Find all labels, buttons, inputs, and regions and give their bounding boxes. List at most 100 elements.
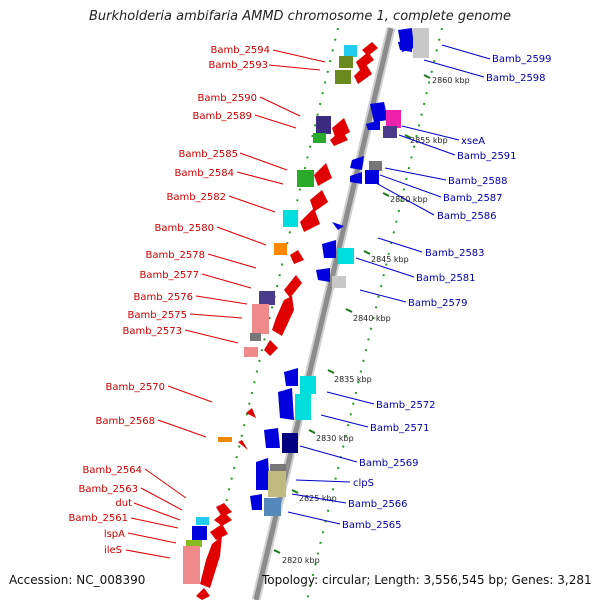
gene-box <box>192 526 207 540</box>
gene-box <box>297 170 314 187</box>
gene-label: Bamb_2565 <box>342 520 402 531</box>
gene-arrow <box>238 440 248 450</box>
gene-box <box>344 45 357 57</box>
gene-label: Bamb_2593 <box>208 60 268 71</box>
gene-label: ileS <box>104 545 122 556</box>
gene-label: dut <box>115 498 132 509</box>
gene-label: Bamb_2594 <box>210 45 270 56</box>
gene-box <box>264 498 281 516</box>
gene-box <box>270 464 286 472</box>
gene-label: Bamb_2563 <box>78 484 138 495</box>
forward-strand-genes <box>250 28 429 516</box>
tick-label: 2820 kbp <box>282 556 320 565</box>
gene-box <box>383 126 397 138</box>
gene-label: Bamb_2568 <box>95 416 155 427</box>
right-gene-labels: Bamb_2599 Bamb_2598 xseA Bamb_2591 Bamb_… <box>287 44 552 531</box>
gene-arrow <box>316 268 330 282</box>
map-title: Burkholderia ambifaria AMMD chromosome 1… <box>88 9 512 24</box>
gene-box <box>332 276 346 288</box>
gene-box <box>369 161 382 171</box>
gene-label: Bamb_2570 <box>105 382 165 393</box>
gene-arrow <box>350 156 364 170</box>
tick-label: 2855 kbp <box>410 136 448 145</box>
gene-arrow <box>332 222 344 230</box>
gene-box <box>335 70 351 84</box>
gene-arrow <box>300 208 320 232</box>
gene-label: Bamb_2571 <box>370 423 430 434</box>
gene-arrow <box>314 163 332 186</box>
gene-label: Bamb_2585 <box>178 149 238 160</box>
tick-label: 2840 kbp <box>353 314 391 323</box>
gene-label: Bamb_2579 <box>408 298 468 309</box>
gene-label: Bamb_2587 <box>443 193 503 204</box>
gene-arrow <box>356 52 374 70</box>
tick-label: 2835 kbp <box>334 375 372 384</box>
gene-arrow <box>284 368 298 386</box>
gene-box <box>300 376 316 394</box>
gene-label: Bamb_2582 <box>166 192 226 203</box>
gene-arrow <box>264 428 280 448</box>
reverse-strand-genes <box>183 42 378 600</box>
gene-label: Bamb_2561 <box>68 513 128 524</box>
accession-text: Accession: NC_008390 <box>9 573 146 587</box>
gene-label: Bamb_2577 <box>139 270 199 281</box>
gene-arrow <box>246 408 256 418</box>
gene-box <box>252 304 269 334</box>
gene-box <box>313 133 326 143</box>
gene-arrow <box>250 494 262 510</box>
gene-box <box>218 437 232 442</box>
gene-arrow <box>196 588 210 600</box>
tick-label: 2860 kbp <box>432 76 470 85</box>
gene-label: Bamb_2583 <box>425 248 485 259</box>
gene-arrow <box>354 64 372 84</box>
gene-label: Bamb_2576 <box>133 292 193 303</box>
gene-arrow <box>350 172 362 184</box>
gene-arrow <box>330 130 348 146</box>
gene-label: Bamb_2588 <box>448 176 508 187</box>
gene-arrow <box>216 503 232 517</box>
gene-label: Bamb_2566 <box>348 499 408 510</box>
gene-arrow <box>284 275 302 298</box>
gene-label: Bamb_2569 <box>359 458 419 469</box>
tick-label: 2845 kbp <box>371 255 409 264</box>
gene-label: Bamb_2564 <box>82 465 142 476</box>
gene-label: Bamb_2584 <box>174 168 234 179</box>
gene-box <box>186 540 202 547</box>
gene-arrow <box>272 296 294 336</box>
gene-arrow <box>290 250 304 264</box>
gene-label: Bamb_2573 <box>122 326 182 337</box>
gene-box <box>259 291 275 305</box>
gene-arrow <box>398 40 412 52</box>
genome-summary-text: Topology: circular; Length: 3,556,545 bp… <box>262 573 592 587</box>
gene-arrow <box>264 340 278 356</box>
gene-box <box>183 546 200 584</box>
scale-ticks: 2860 kbp 2855 kbp 2850 kbp 2845 kbp 2840… <box>273 74 470 565</box>
gene-box <box>295 394 311 420</box>
gene-box <box>339 56 353 68</box>
gene-box <box>250 333 261 341</box>
gene-arrow <box>370 102 388 122</box>
gene-label: Bamb_2572 <box>376 400 436 411</box>
gene-label: clpS <box>353 478 374 489</box>
gene-box <box>365 170 379 184</box>
gene-box <box>413 28 429 58</box>
gene-label: Bamb_2581 <box>416 273 476 284</box>
tick-label: 2830 kbp <box>316 434 354 443</box>
gene-label: Bamb_2575 <box>127 310 187 321</box>
gene-label: xseA <box>461 136 485 147</box>
gene-label: Bamb_2591 <box>457 151 517 162</box>
gene-box <box>244 347 258 357</box>
gene-box <box>338 248 354 264</box>
gene-box <box>268 471 286 497</box>
gene-arrow <box>322 240 336 258</box>
gene-arrow <box>256 458 270 490</box>
gene-arrow <box>278 388 294 420</box>
gene-arrow <box>332 118 350 140</box>
gene-box <box>274 243 287 255</box>
gene-label: Bamb_2599 <box>492 54 552 65</box>
gene-box <box>282 433 298 453</box>
gene-label: lspA <box>104 529 125 540</box>
gene-arrow <box>200 536 222 588</box>
gene-label: Bamb_2590 <box>197 93 257 104</box>
